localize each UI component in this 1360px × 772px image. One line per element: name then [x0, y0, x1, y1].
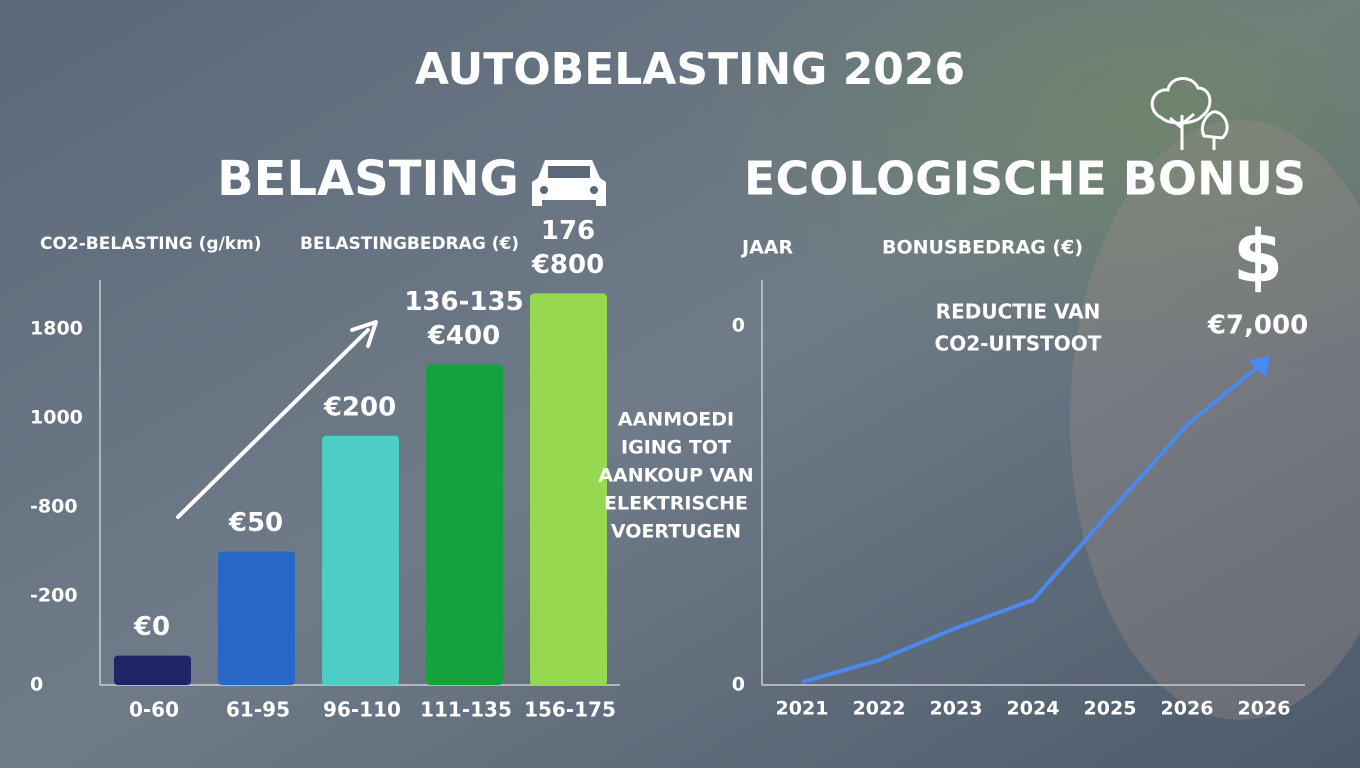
x-tick-label: 2023 — [930, 698, 983, 720]
y-tick-label: 1800 — [30, 317, 83, 339]
axis-label: BELASTINGBEDRAG (€) — [300, 234, 519, 254]
line — [801, 360, 1266, 684]
x-tick-label: 0-60 — [129, 698, 179, 722]
bar-sublabel: 136-135 — [404, 287, 523, 317]
bar-label: €200 — [323, 392, 396, 422]
currency-symbol: $ — [1233, 215, 1283, 299]
bar — [114, 655, 191, 685]
axis-label: CO2-BELASTING (g/km) — [40, 234, 262, 254]
annotation: ELEKTRISCHE — [604, 493, 748, 515]
x-tick-label: 2026 — [1238, 698, 1291, 720]
annotation: CO2-UITSTOOT — [935, 332, 1102, 356]
end-label: €7,000 — [1207, 311, 1308, 341]
annotation: VOERTUGEN — [611, 521, 741, 543]
x-tick-label: 156-175 — [524, 698, 616, 722]
bar — [426, 364, 503, 685]
trend-arrow-head — [350, 320, 378, 348]
bar-label: €50 — [228, 508, 283, 538]
bar-label: €400 — [427, 321, 500, 351]
annotation: AANKOUP VAN — [598, 465, 753, 487]
car-icon — [532, 160, 606, 206]
y-tick-label: 0 — [732, 315, 745, 337]
x-tick-label: 111-135 — [420, 698, 512, 722]
bar — [530, 293, 607, 685]
bar — [218, 551, 295, 685]
main-title: AUTOBELASTING 2026 — [415, 44, 965, 95]
annotation: AANMOEDI — [618, 409, 734, 431]
bar-label: €0 — [133, 612, 170, 642]
x-tick-label: 2026 — [1161, 698, 1214, 720]
x-tick-label: 61-95 — [226, 698, 290, 722]
axis-label: BONUSBEDRAG (€) — [882, 237, 1083, 259]
background-hand — [1070, 120, 1360, 720]
bar-label: €800 — [531, 250, 604, 280]
trend-arrow — [176, 328, 370, 519]
y-tick-label: 0 — [732, 674, 745, 696]
y-tick-label: 1000 — [30, 406, 83, 428]
bar — [322, 435, 399, 685]
x-tick-label: 2024 — [1007, 698, 1060, 720]
chart-title: BELASTING — [217, 151, 519, 207]
x-tick-label: 2025 — [1084, 698, 1137, 720]
line-arrow-head — [1248, 356, 1270, 379]
x-tick-label: 2022 — [853, 698, 906, 720]
annotation: IGING TOT — [621, 437, 731, 459]
y-tick-label: -800 — [30, 495, 78, 517]
y-tick-label: 0 — [30, 674, 43, 696]
chart-title: ECOLOGISCHE BONUS — [744, 152, 1306, 206]
x-tick-label: 96-110 — [323, 698, 401, 722]
y-tick-label: -200 — [30, 584, 78, 606]
bar-sublabel: 176 — [541, 216, 595, 246]
annotation: REDUCTIE VAN — [936, 300, 1101, 324]
axis-label: JAAR — [740, 237, 793, 259]
x-tick-label: 2021 — [776, 698, 829, 720]
tree-icon — [1150, 77, 1229, 150]
